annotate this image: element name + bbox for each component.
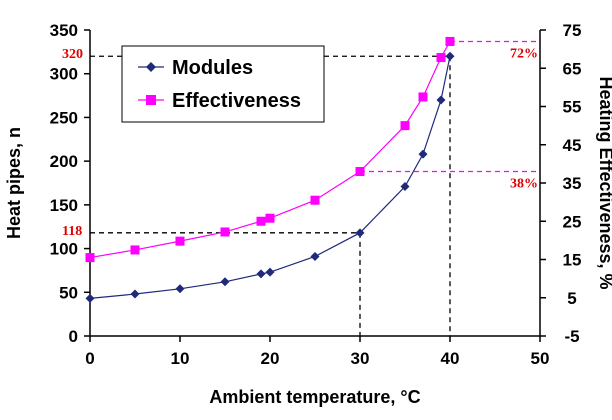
- y-tick-label: 100: [50, 240, 78, 259]
- data-point-effectiveness: [256, 216, 266, 226]
- data-point-effectiveness: [436, 53, 446, 63]
- data-point-modules: [265, 267, 275, 277]
- y-tick-label: 350: [50, 21, 78, 40]
- data-point-modules: [130, 289, 140, 299]
- x-tick-label: 10: [171, 349, 190, 368]
- annotation-labels: 320 118 72% 38%: [62, 46, 538, 238]
- data-point-modules: [85, 293, 95, 303]
- y2-tick-label: 55: [563, 98, 582, 117]
- data-point-effectiveness: [400, 121, 410, 131]
- y-tick-label: 0: [69, 327, 78, 346]
- legend-marker-effectiveness: [146, 95, 156, 105]
- data-point-modules: [256, 269, 266, 279]
- data-point-effectiveness: [445, 36, 455, 46]
- series-line-effectiveness: [89, 41, 451, 259]
- data-point-modules: [436, 95, 446, 105]
- y2-tick-label: 15: [563, 251, 582, 270]
- data-point-modules: [445, 51, 455, 61]
- legend: Modules Effectiveness: [121, 45, 325, 123]
- x-tick-label: 30: [351, 349, 370, 368]
- ticks: 0 10 20 30 40 50 0 50 100 150 200 250 300 350 -5 5 15 25 3…: [50, 21, 582, 368]
- data-point-modules: [175, 284, 185, 294]
- legend-box: [121, 45, 325, 123]
- y2-tick-label: 75: [563, 21, 582, 40]
- x-tick-label: 40: [441, 349, 460, 368]
- legend-label-modules: Modules: [172, 57, 253, 79]
- annotation-label: 118: [62, 224, 82, 239]
- x-tick-label: 20: [261, 349, 280, 368]
- legend-marker-modules: [146, 62, 156, 72]
- data-point-modules: [400, 181, 410, 191]
- y-tick-label: 50: [59, 283, 78, 302]
- data-point-effectiveness: [220, 227, 230, 237]
- series-line-modules: [89, 56, 451, 300]
- y2-tick-label: -5: [564, 327, 579, 346]
- y-tick-label: 200: [50, 152, 78, 171]
- y2-tick-label: 25: [563, 212, 582, 231]
- y2-axis-title: Heating Effectiveness, %: [596, 76, 612, 289]
- y-tick-label: 300: [50, 65, 78, 84]
- y2-tick-label: 45: [563, 136, 582, 155]
- data-point-modules: [310, 251, 320, 261]
- data-point-effectiveness: [265, 213, 275, 223]
- annotation-label: 320: [62, 47, 83, 62]
- series-layer: [85, 36, 455, 303]
- x-axis-title: Ambient temperature, °C: [209, 387, 420, 407]
- data-point-modules: [418, 149, 428, 159]
- data-point-effectiveness: [310, 195, 320, 205]
- legend-label-effectiveness: Effectiveness: [172, 90, 301, 112]
- annotation-label: 72%: [510, 46, 538, 61]
- data-point-effectiveness: [418, 92, 428, 102]
- y2-tick-label: 65: [563, 59, 582, 78]
- data-point-modules: [220, 277, 230, 287]
- x-tick-label: 0: [85, 349, 94, 368]
- annotation-label: 38%: [510, 177, 538, 192]
- data-point-effectiveness: [130, 245, 140, 255]
- y2-tick-label: 5: [567, 289, 576, 308]
- data-point-modules: [355, 228, 365, 238]
- data-point-effectiveness: [355, 167, 365, 177]
- y-tick-label: 150: [50, 196, 78, 215]
- y-axis-title: Heat pipes, n: [4, 127, 24, 239]
- data-point-effectiveness: [175, 236, 185, 246]
- y2-tick-label: 35: [563, 174, 582, 193]
- data-point-effectiveness: [85, 253, 95, 263]
- x-tick-label: 50: [531, 349, 550, 368]
- y-tick-label: 250: [50, 108, 78, 127]
